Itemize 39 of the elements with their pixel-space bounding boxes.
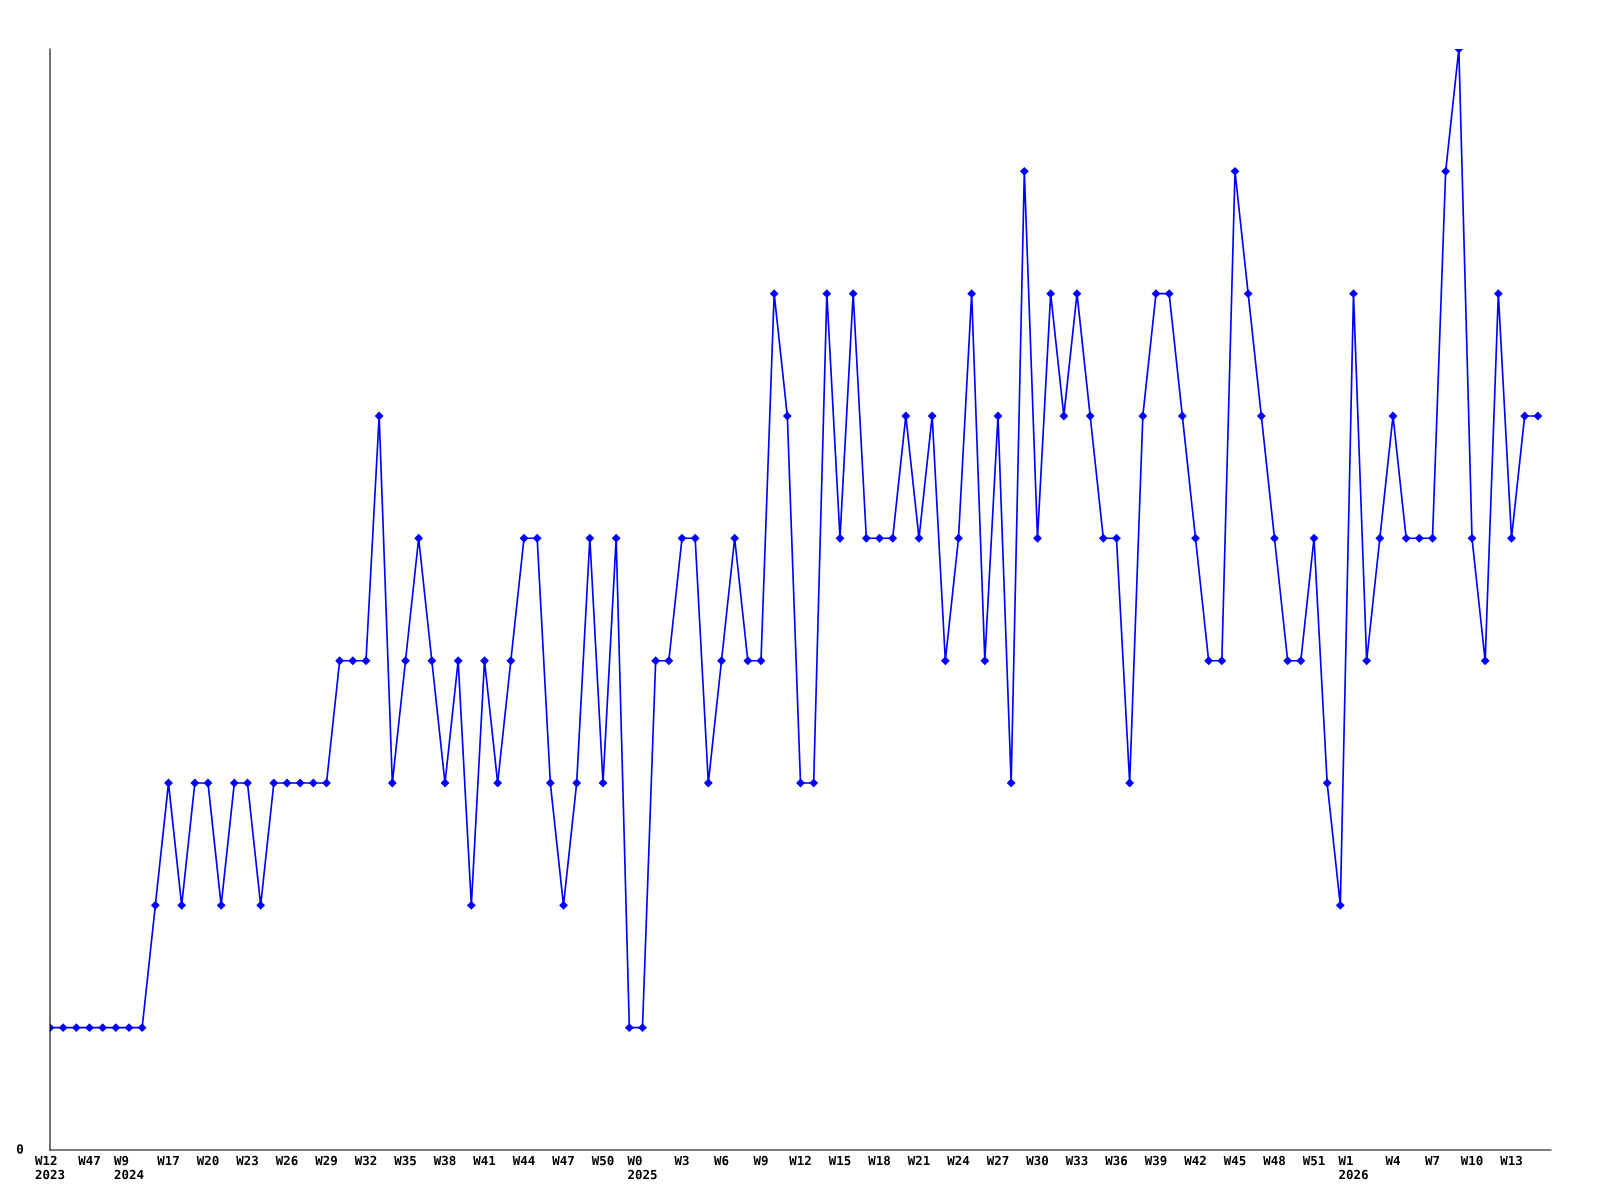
x-tick-label: W13 — [1500, 1155, 1522, 1166]
x-tick-label: W23 — [236, 1155, 258, 1166]
text: 0 — [16, 1144, 24, 1154]
x-tick-label: W29 — [315, 1155, 337, 1166]
x-tick-label: W20 — [196, 1155, 219, 1166]
x-tick-label: W15 — [828, 1155, 851, 1166]
x-tick-label: W4 — [1385, 1155, 1400, 1166]
x-tick-label: W36 — [1105, 1155, 1128, 1166]
x-tick-label: W1 2026 — [1338, 1155, 1368, 1180]
x-tick-label: W26 — [275, 1155, 298, 1166]
x-tick-label: W47 — [552, 1155, 574, 1166]
x-tick-label: W30 — [1026, 1155, 1049, 1166]
x-tick-label: W47 — [78, 1155, 100, 1166]
x-tick-label: W48 — [1263, 1155, 1285, 1166]
x-tick-label: W17 — [157, 1155, 179, 1166]
x-tick-label: W3 — [674, 1155, 689, 1166]
x-tick-label: W10 — [1460, 1155, 1483, 1166]
x-tick-label: W0 2025 — [627, 1155, 657, 1180]
x-tick-label: W41 — [473, 1155, 496, 1166]
x-tick-label: W21 — [907, 1155, 930, 1166]
x-tick-label: W35 — [394, 1155, 416, 1166]
x-tick-label: W50 — [591, 1155, 614, 1166]
x-tick-label: W12 2023 — [34, 1155, 65, 1180]
x-tick-label: W42 — [1184, 1155, 1206, 1166]
x-tick-label: W24 — [947, 1155, 970, 1166]
x-tick-label: W12 — [789, 1155, 811, 1166]
x-tick-label: W27 — [986, 1155, 1009, 1166]
x-tick-label: W32 — [354, 1155, 377, 1166]
x-tick-label: W45 — [1223, 1155, 1246, 1166]
x-tick-label: W39 — [1144, 1155, 1167, 1166]
x-tick-label: W51 — [1302, 1155, 1325, 1166]
x-tick-label: W38 — [433, 1155, 456, 1166]
x-tick-label: W9 — [753, 1155, 768, 1166]
x-tick-label: W6 — [713, 1155, 729, 1166]
x-tick-label: W44 — [512, 1155, 535, 1166]
x-tick-label: W9 2024 — [113, 1155, 144, 1180]
x-tick-label: W7 — [1424, 1155, 1440, 1166]
x-tick-label: W18 — [868, 1155, 890, 1166]
x-tick-label: W33 — [1065, 1155, 1088, 1166]
